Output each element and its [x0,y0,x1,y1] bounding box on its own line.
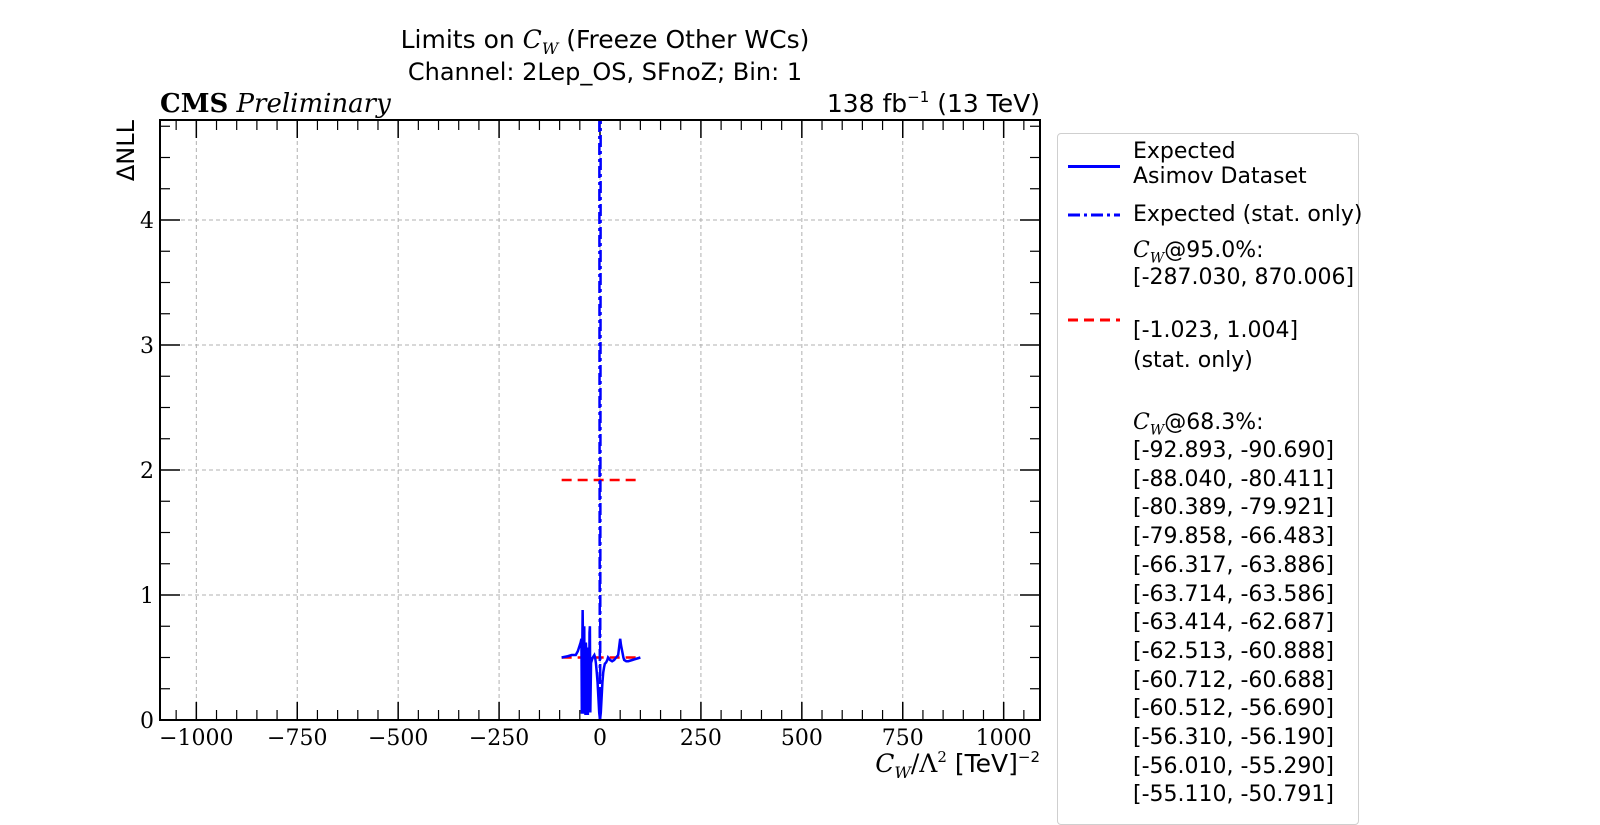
x-tick-label: −500 [368,726,428,751]
x-tick-label: −750 [267,726,327,751]
y-tick-label: 0 [140,709,154,734]
legend [1057,133,1359,825]
y-axis-label: ΔNLL [112,119,140,181]
legend-cl68-interval: [-62.513, -60.888] [1133,638,1334,664]
y-tick-label: 1 [140,584,154,609]
chart: Limits on CW (Freeze Other WCs) Channel:… [112,25,1041,782]
x-tick-label: 500 [781,726,823,751]
legend-cl68-interval: [-56.310, -56.190] [1133,725,1334,750]
y-tick-label: 2 [140,459,154,484]
y-tick-labels: 0 1 2 3 4 [140,209,154,734]
legend-entry-stat-only: Expected (stat. only) [1133,202,1363,227]
series-stat-only-line [598,120,602,720]
legend-cl68-interval: [-88.040, -80.411] [1133,466,1334,492]
chart-subtitle: Channel: 2Lep_OS, SFnoZ; Bin: 1 [408,58,802,86]
x-tick-label: 0 [593,726,607,751]
cms-label: CMS Preliminary [160,89,391,119]
y-tick-label: 4 [140,209,154,234]
x-tick-label: −250 [469,726,529,751]
x-tick-label: 250 [680,726,722,751]
legend-cl95-label: CW@95.0%: [1133,238,1264,267]
legend-cl68-interval: [-55.110, -50.791] [1133,782,1334,808]
legend-cl95-stat-interval: [-1.023, 1.004] [1133,318,1299,343]
x-axis-label: CW/Λ2 [TeV]−2 [875,748,1040,782]
legend-stat-only-note: (stat. only) [1133,348,1253,373]
x-tick-label: −1000 [159,726,233,751]
legend-line-limit [1068,318,1120,322]
legend-cl68-interval: [-60.712, -60.688] [1133,667,1334,693]
plot-area [561,120,641,720]
y-tick-label: 3 [140,334,154,359]
legend-cl68-interval: [-79.858, -66.483] [1133,524,1334,550]
lumi-label: 138 fb−1 (13 TeV) [827,88,1040,118]
legend-cl68-interval: [-80.389, -79.921] [1133,495,1334,521]
legend-cl68-interval: [-63.414, -62.687] [1133,610,1334,636]
x-tick-label: 1000 [976,726,1032,751]
legend-cl95-interval: [-287.030, 870.006] [1133,265,1355,290]
legend-line-stat-only [1068,213,1120,217]
legend-cl68-interval: [-63.714, -63.586] [1133,581,1334,607]
axes-frame [159,119,1041,721]
legend-entry-expected-line2: Asimov Dataset [1133,164,1307,189]
legend-cl68-interval: [-60.512, -56.690] [1133,696,1334,722]
axis-ticks [160,120,1040,721]
legend-line-expected [1068,165,1120,168]
series-expected-line [561,609,641,720]
legend-cl68-interval: [-66.317, -63.886] [1133,552,1334,578]
legend-cl68-interval: [-92.893, -90.690] [1133,438,1334,463]
legend-entry-expected-line1: Expected [1133,139,1236,164]
x-tick-labels: −1000 −750 −500 −250 0 250 500 750 1000 [159,726,1032,751]
legend-cl68-label: CW@68.3%: [1133,410,1264,439]
x-tick-label: 750 [882,726,924,751]
legend-cl68-interval: [-56.010, -55.290] [1133,753,1334,779]
chart-title: Limits on CW (Freeze Other WCs) [401,25,810,58]
